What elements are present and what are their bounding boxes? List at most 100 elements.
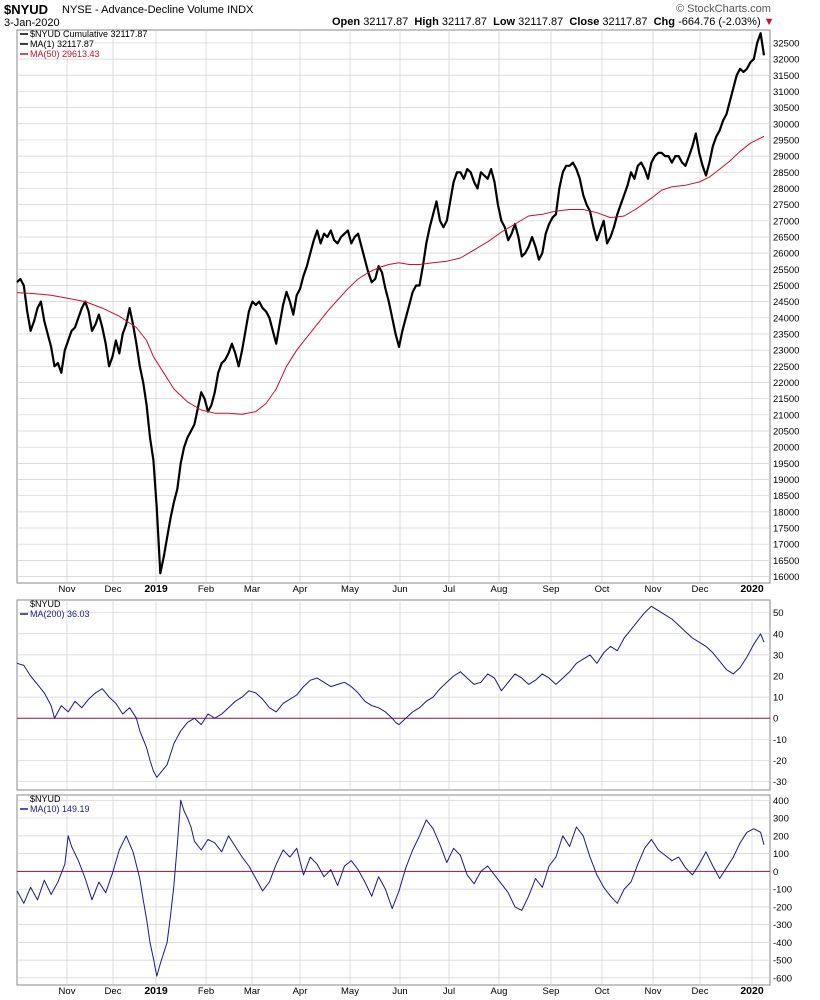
series-line-ma-50	[16, 135, 765, 415]
y-tick-label: -10	[773, 735, 787, 746]
x-tick-label: Feb	[198, 584, 214, 595]
x-tick-label: 2019	[144, 985, 168, 997]
y-tick-label: 32500	[773, 38, 799, 49]
stockcharts-watermark: © StockCharts.com	[676, 3, 771, 15]
y-tick-label: 25000	[773, 281, 799, 292]
y-tick-label: 50	[773, 608, 784, 619]
y-tick-label: 40	[773, 629, 784, 640]
y-tick-label: 31500	[773, 71, 799, 82]
chg-value: -664.76 (-2.03%)	[678, 16, 761, 28]
y-tick-label: 31000	[773, 87, 799, 98]
y-tick-label: -100	[773, 885, 792, 896]
x-tick-label: May	[341, 986, 359, 997]
series-line-nyud-cumulative	[16, 32, 766, 575]
y-tick-label: 0	[773, 867, 778, 878]
open-label: Open	[332, 16, 361, 28]
y-tick-label: 32000	[773, 55, 799, 66]
y-tick-label: 22000	[773, 378, 799, 389]
x-tick-label: Apr	[293, 584, 308, 595]
y-tick-label: 22500	[773, 362, 799, 373]
low-value: 32117.87	[518, 16, 564, 28]
y-tick-label: 30000	[773, 119, 799, 130]
x-tick-label: Oct	[595, 986, 610, 997]
y-tick-label: -200	[773, 902, 792, 913]
y-tick-label: 29000	[773, 152, 799, 163]
y-tick-label: 20500	[773, 427, 799, 438]
high-label: High	[414, 16, 439, 28]
x-tick-label: Aug	[491, 584, 508, 595]
x-tick-label: Dec	[692, 986, 709, 997]
y-tick-label: 28000	[773, 184, 799, 195]
y-tick-label: 23000	[773, 346, 799, 357]
x-tick-label: Dec	[692, 584, 709, 595]
panel-frame	[16, 794, 771, 986]
y-tick-label: 16500	[773, 556, 799, 567]
x-tick-label: Apr	[293, 986, 308, 997]
series-line-ma-10	[16, 799, 765, 977]
legend-entry: MA(200) 36.03	[30, 609, 90, 619]
y-tick-label: 30500	[773, 103, 799, 114]
y-tick-label: 16000	[773, 572, 799, 583]
x-tick-label: May	[341, 584, 359, 595]
y-tick-label: -600	[773, 973, 792, 984]
panel-frame	[16, 599, 771, 791]
x-tick-label: Dec	[105, 584, 122, 595]
y-tick-label: 0	[773, 714, 778, 725]
y-tick-label: 19000	[773, 475, 799, 486]
close-label: Close	[569, 16, 600, 28]
chg-label: Chg	[653, 16, 675, 28]
y-tick-label: 29500	[773, 135, 799, 146]
legend-entry: MA(10) 149.19	[30, 804, 90, 814]
y-tick-label: 23500	[773, 329, 799, 340]
ohlc-summary: Open 32117.87 High 32117.87 Low 32117.87…	[332, 16, 775, 28]
y-tick-label: 20	[773, 672, 784, 683]
high-value: 32117.87	[441, 16, 487, 28]
y-tick-label: 28500	[773, 168, 799, 179]
x-tick-label: Nov	[59, 986, 76, 997]
y-tick-label: 27500	[773, 200, 799, 211]
y-tick-label: 20000	[773, 443, 799, 454]
x-tick-label: Jun	[392, 986, 407, 997]
x-tick-label: Sep	[543, 584, 560, 595]
x-tick-label: Dec	[105, 986, 122, 997]
low-label: Low	[493, 16, 516, 28]
y-tick-label: 17000	[773, 540, 799, 551]
x-tick-label: 2020	[740, 985, 764, 997]
legend-entry: $NYUD	[30, 599, 61, 609]
y-tick-label: -20	[773, 756, 787, 767]
x-tick-label: Jul	[443, 986, 455, 997]
x-tick-label: 2020	[740, 583, 764, 595]
y-tick-label: 18000	[773, 507, 799, 518]
x-tick-label: Nov	[645, 986, 662, 997]
y-tick-label: 21500	[773, 394, 799, 405]
y-tick-label: -400	[773, 938, 792, 949]
y-tick-label: -300	[773, 920, 792, 931]
chart-date: 3-Jan-2020	[4, 17, 60, 29]
y-tick-label: 24000	[773, 313, 799, 324]
panel-frame	[16, 29, 771, 584]
x-tick-label: Jul	[443, 584, 455, 595]
x-tick-label: Oct	[595, 584, 610, 595]
x-tick-label: Feb	[198, 986, 214, 997]
y-tick-label: 300	[773, 814, 789, 825]
y-tick-label: 200	[773, 831, 789, 842]
open-value: 32117.87	[363, 16, 409, 28]
legend-entry: MA(50) 29613.43	[30, 49, 100, 59]
y-tick-label: 26000	[773, 249, 799, 260]
y-tick-label: 21000	[773, 410, 799, 421]
y-tick-label: 27000	[773, 216, 799, 227]
legend-entry: $NYUD Cumulative 32117.87	[30, 29, 147, 39]
down-arrow-icon: ▼	[763, 16, 775, 28]
y-tick-label: 400	[773, 796, 789, 807]
y-tick-label: -500	[773, 956, 792, 967]
y-tick-label: 24500	[773, 297, 799, 308]
y-tick-label: 19500	[773, 459, 799, 470]
legend-entry: $NYUD	[30, 794, 61, 804]
chart-symbol: $NYUD	[4, 2, 49, 17]
x-tick-label: Nov	[59, 584, 76, 595]
chart-name: NYSE - Advance-Decline Volume INDX	[62, 4, 254, 16]
y-tick-label: -30	[773, 777, 787, 788]
y-tick-label: 30	[773, 650, 784, 661]
x-tick-label: Mar	[244, 986, 260, 997]
